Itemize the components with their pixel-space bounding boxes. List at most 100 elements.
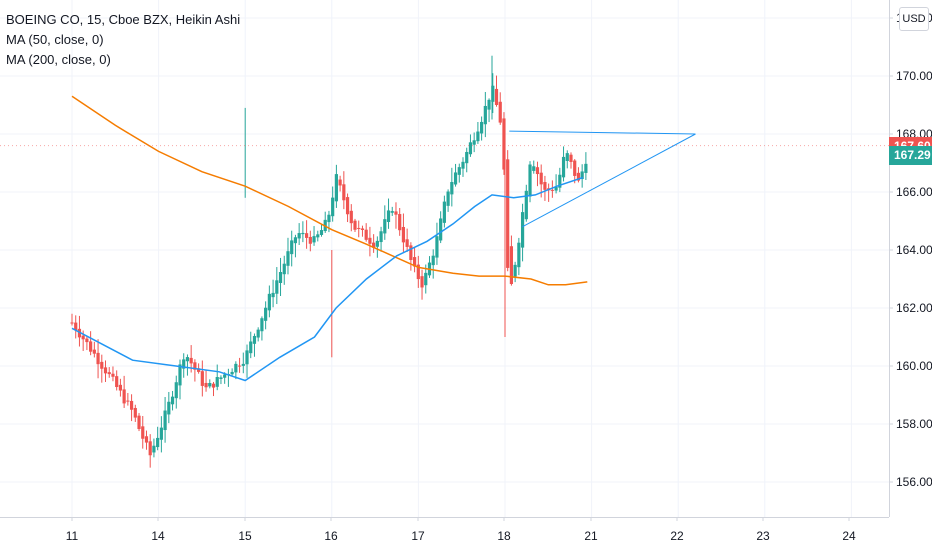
candle-body — [561, 156, 566, 178]
candle-body — [386, 210, 391, 223]
x-tick-label: 16 — [324, 529, 338, 543]
candle-body — [137, 415, 141, 429]
candle-body — [412, 257, 417, 267]
candle-body — [219, 377, 223, 379]
candle-body — [509, 246, 514, 284]
candle-body — [234, 363, 238, 373]
candle-body — [252, 335, 257, 344]
candle-body — [304, 233, 309, 238]
candle-body — [517, 242, 521, 268]
candle-body — [118, 384, 123, 391]
candle-body — [185, 357, 190, 362]
candle-body — [416, 264, 420, 280]
candle-body — [182, 359, 186, 369]
candle-body — [89, 341, 93, 352]
candle-body — [256, 329, 260, 338]
candle-body — [241, 363, 245, 366]
candle-body — [506, 159, 510, 268]
candle-body — [502, 118, 506, 170]
candle-body — [223, 374, 227, 378]
candle-body — [115, 376, 119, 388]
candle-body — [468, 142, 473, 155]
candle-body — [301, 232, 305, 235]
candle-body — [494, 88, 499, 105]
x-tick-label: 14 — [151, 529, 165, 543]
candle-body — [539, 172, 543, 185]
candle-body — [401, 226, 406, 243]
candle-body — [357, 227, 361, 229]
candle-body — [342, 184, 346, 201]
candle-body — [453, 172, 458, 185]
candle-body — [286, 251, 290, 266]
candle-body — [193, 362, 197, 370]
candle-body — [446, 191, 450, 206]
candle-body — [368, 237, 372, 244]
candle-body — [431, 255, 435, 266]
x-tick-label: 24 — [842, 529, 856, 543]
candle-body — [126, 400, 130, 402]
y-tick-label: 156.00 — [896, 475, 932, 489]
candle-body — [211, 383, 216, 388]
candle-body — [420, 276, 424, 288]
candle-body — [383, 219, 387, 234]
ma50-label: MA (50, close, 0) — [6, 32, 104, 47]
candle-body — [543, 182, 547, 190]
candle-body — [230, 371, 234, 375]
candle-body — [159, 427, 163, 440]
ma200-label: MA (200, close, 0) — [6, 52, 111, 67]
x-tick-label: 11 — [66, 529, 79, 543]
ma-price-tag: 167.29 — [889, 145, 932, 165]
x-tick-label: 23 — [756, 529, 770, 543]
candle-body — [197, 368, 201, 372]
candle-body — [144, 436, 149, 443]
candle-body — [170, 396, 175, 405]
candle-body — [569, 154, 573, 162]
x-tick-label: 21 — [584, 529, 598, 543]
candle-body — [576, 172, 581, 181]
candle-body — [550, 189, 554, 191]
y-tick-label: 166.00 — [896, 185, 932, 199]
candle-body — [271, 292, 275, 298]
symbol-title: BOEING CO, 15, Cboe BZX, Heikin Ashi — [6, 12, 241, 27]
candle-body — [111, 373, 115, 377]
candle-body — [409, 245, 413, 260]
x-tick-label: 18 — [497, 529, 511, 543]
ma200-line — [71, 95, 588, 286]
candle-body — [167, 401, 171, 415]
candle-body — [278, 271, 283, 284]
candle-body — [565, 153, 569, 161]
candle-body — [316, 234, 320, 238]
candle-body — [457, 167, 461, 175]
candle-body — [398, 214, 402, 231]
chart-legend: BOEING CO, 15, Cboe BZX, Heikin Ashi MA … — [6, 10, 240, 70]
candle-body — [405, 239, 409, 247]
candle-body — [100, 361, 104, 369]
candle-body — [491, 85, 495, 102]
candle-body — [379, 231, 383, 243]
triangle-top-line — [509, 130, 696, 135]
triangle-bottom-line — [522, 133, 696, 228]
candle-body — [107, 372, 111, 375]
candle-body — [215, 377, 219, 387]
currency-button[interactable]: USD — [899, 7, 929, 31]
candle-body — [85, 338, 89, 343]
candle-body — [327, 214, 331, 223]
y-tick-label: 160.00 — [896, 359, 932, 373]
candle-body — [450, 182, 454, 195]
candle-body — [312, 236, 316, 243]
candle-body — [528, 164, 532, 197]
candle-body — [372, 242, 376, 248]
candle-body — [92, 349, 96, 354]
y-tick-label: 158.00 — [896, 417, 932, 431]
candle-body — [174, 382, 178, 399]
candle-body — [558, 174, 562, 188]
candle-body — [331, 197, 335, 217]
x-tick-label: 22 — [670, 529, 684, 543]
candle-body — [480, 121, 484, 134]
candle-body — [532, 166, 536, 171]
candle-body — [334, 174, 338, 202]
candle-body — [204, 382, 208, 388]
candle-body — [70, 322, 74, 324]
candle-body — [360, 228, 365, 230]
